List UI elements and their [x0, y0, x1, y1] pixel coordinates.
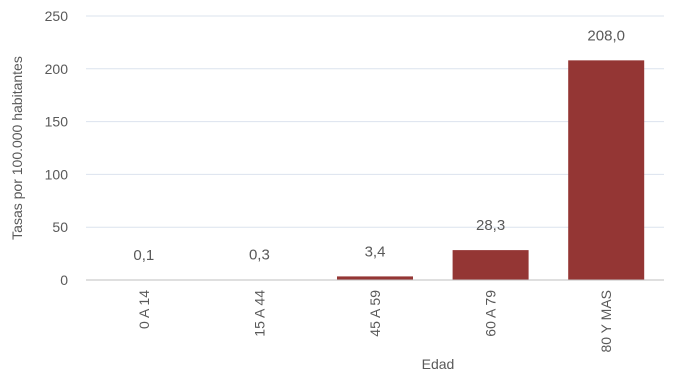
y-tick-label: 250: [45, 8, 69, 24]
x-axis-title: Edad: [422, 356, 455, 372]
y-tick-label: 150: [45, 114, 69, 130]
y-axis-title: Tasas por 100.000 habitantes: [9, 56, 25, 240]
bar: [337, 276, 413, 280]
bar: [452, 250, 529, 280]
x-tick-label: 60 A 79: [483, 290, 499, 337]
x-tick-label: 15 A 44: [251, 290, 267, 337]
data-label: 0,1: [133, 247, 154, 264]
x-tick-label: 45 A 59: [367, 290, 383, 337]
data-label: 3,4: [365, 243, 386, 260]
data-label: 28,3: [476, 217, 505, 234]
data-labels: 0,1 0,3 3,4 28,3 208,0: [133, 27, 625, 264]
data-label: 0,3: [249, 247, 270, 264]
y-tick-label: 50: [52, 219, 68, 235]
x-tick-label: 80 Y MAS: [598, 290, 614, 353]
y-tick-label: 200: [45, 61, 69, 77]
y-axis-ticks: 0 50 100 150 200 250: [45, 8, 69, 288]
data-label: 208,0: [587, 27, 625, 44]
y-tick-label: 0: [60, 272, 68, 288]
x-tick-label: 0 A 14: [136, 290, 152, 329]
bars: [105, 60, 645, 280]
x-axis-ticks: 0 A 14 15 A 44 45 A 59 60 A 79 80 Y MAS: [136, 290, 614, 353]
y-tick-label: 100: [45, 166, 69, 182]
gridlines: [86, 15, 664, 228]
bar: [568, 60, 645, 280]
